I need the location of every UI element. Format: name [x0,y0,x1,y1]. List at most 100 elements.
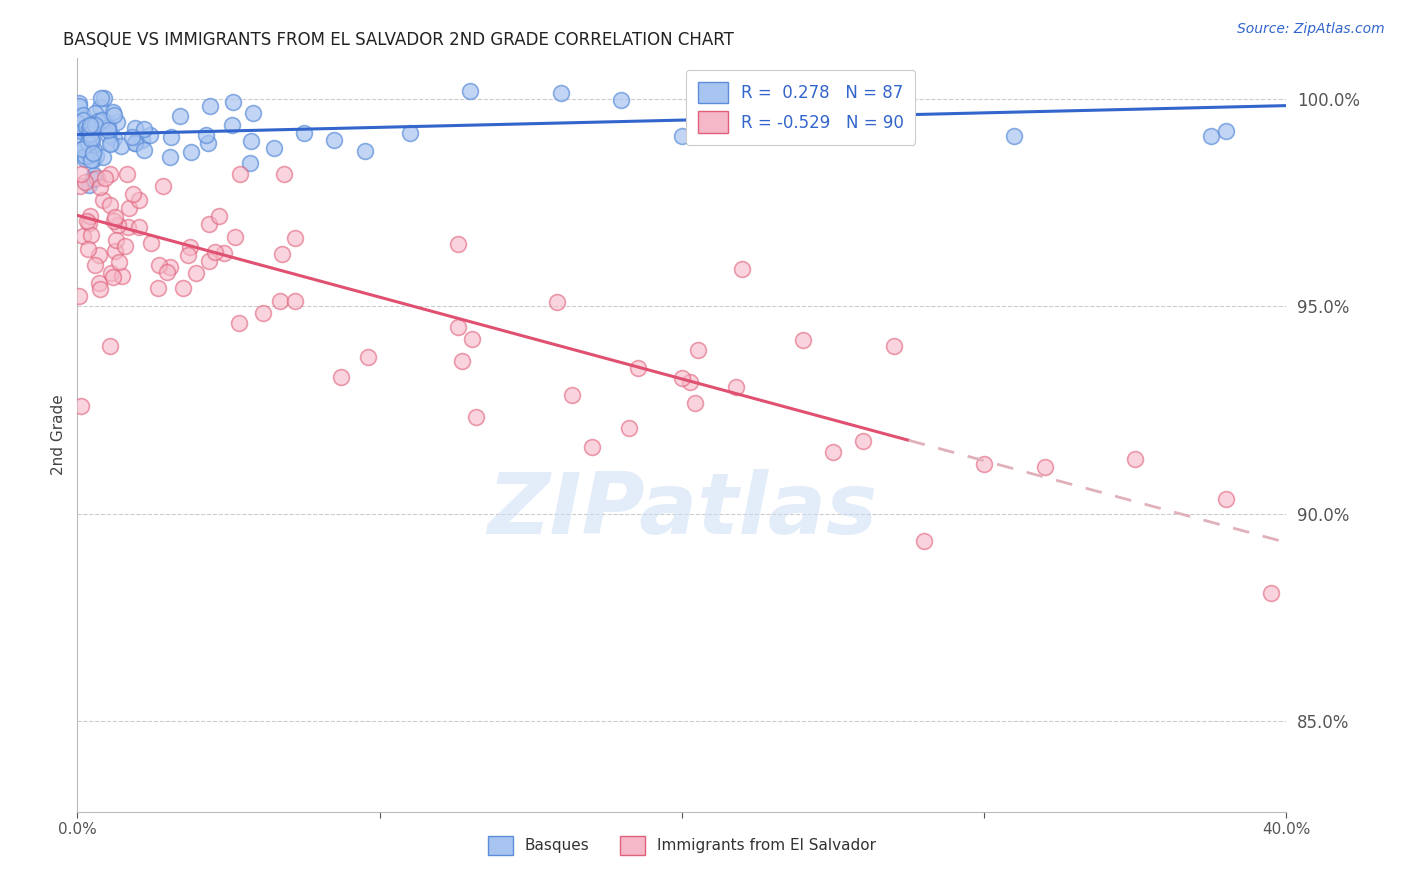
Point [198,218,221,232]
Point [103,108,125,122]
Point [75,149,97,163]
Point [90,91,112,105]
Point [73,175,96,189]
Point [79,127,101,141]
Point [1215,492,1237,507]
Point [98,136,121,151]
Point [111,268,134,283]
Point [399,126,422,140]
Point [69,124,91,138]
Point [685,396,707,410]
Point [110,139,132,153]
Point [124,121,146,136]
Point [852,117,875,131]
Point [1033,460,1056,475]
Point [67,289,90,303]
Point [156,265,179,279]
Point [1215,124,1237,138]
Point [73,152,96,166]
Point [69,399,91,413]
Point [353,144,375,158]
Point [82,118,104,132]
Point [77,216,100,230]
Point [70,167,93,181]
Point [973,457,995,471]
Point [84,106,107,120]
Point [115,167,138,181]
Point [177,248,200,262]
Point [75,120,97,135]
Point [105,115,128,129]
Point [240,134,263,148]
Point [1004,128,1026,143]
Point [80,134,103,148]
Point [89,282,111,296]
Point [821,444,844,458]
Point [212,246,235,260]
Point [1260,585,1282,599]
Point [94,114,117,128]
Point [179,239,201,253]
Point [546,294,568,309]
Point [103,269,125,284]
Point [87,248,110,262]
Point [550,86,572,100]
Point [330,370,353,384]
Point [87,114,110,128]
Point [679,375,702,389]
Point [139,128,162,142]
Point [72,229,94,244]
Point [581,440,603,454]
Point [103,214,125,228]
Point [561,388,583,402]
Point [107,219,129,233]
Point [80,153,103,167]
Point [200,99,222,113]
Point [82,145,104,160]
Point [97,122,120,136]
Point [228,317,250,331]
Point [792,334,814,348]
Point [180,145,202,159]
Point [131,133,153,147]
Point [67,137,90,152]
Point [72,112,94,127]
Point [458,84,481,98]
Point [69,178,91,193]
Point [229,167,252,181]
Point [198,254,221,268]
Point [84,149,107,163]
Point [152,178,174,193]
Point [118,202,141,216]
Legend: Basques, Immigrants from El Salvador: Basques, Immigrants from El Salvador [482,830,882,861]
Point [101,105,124,120]
Point [172,281,194,295]
Point [79,132,101,146]
Point [77,122,100,136]
Point [105,233,128,247]
Point [90,112,112,127]
Point [104,210,127,224]
Point [83,258,105,272]
Point [159,150,181,164]
Point [72,108,94,122]
Point [84,118,107,132]
Point [98,167,121,181]
Point [121,130,143,145]
Point [762,118,785,132]
Point [1123,451,1146,466]
Point [67,99,90,113]
Point [224,230,246,244]
Point [76,136,98,150]
Point [725,379,748,393]
Text: BASQUE VS IMMIGRANTS FROM EL SALVADOR 2ND GRADE CORRELATION CHART: BASQUE VS IMMIGRANTS FROM EL SALVADOR 2N… [63,31,734,49]
Point [91,193,114,207]
Y-axis label: 2nd Grade: 2nd Grade [51,394,66,475]
Point [75,120,97,135]
Point [76,214,98,228]
Point [197,136,219,150]
Point [73,141,96,155]
Point [731,261,754,276]
Point [124,136,146,150]
Point [447,236,470,251]
